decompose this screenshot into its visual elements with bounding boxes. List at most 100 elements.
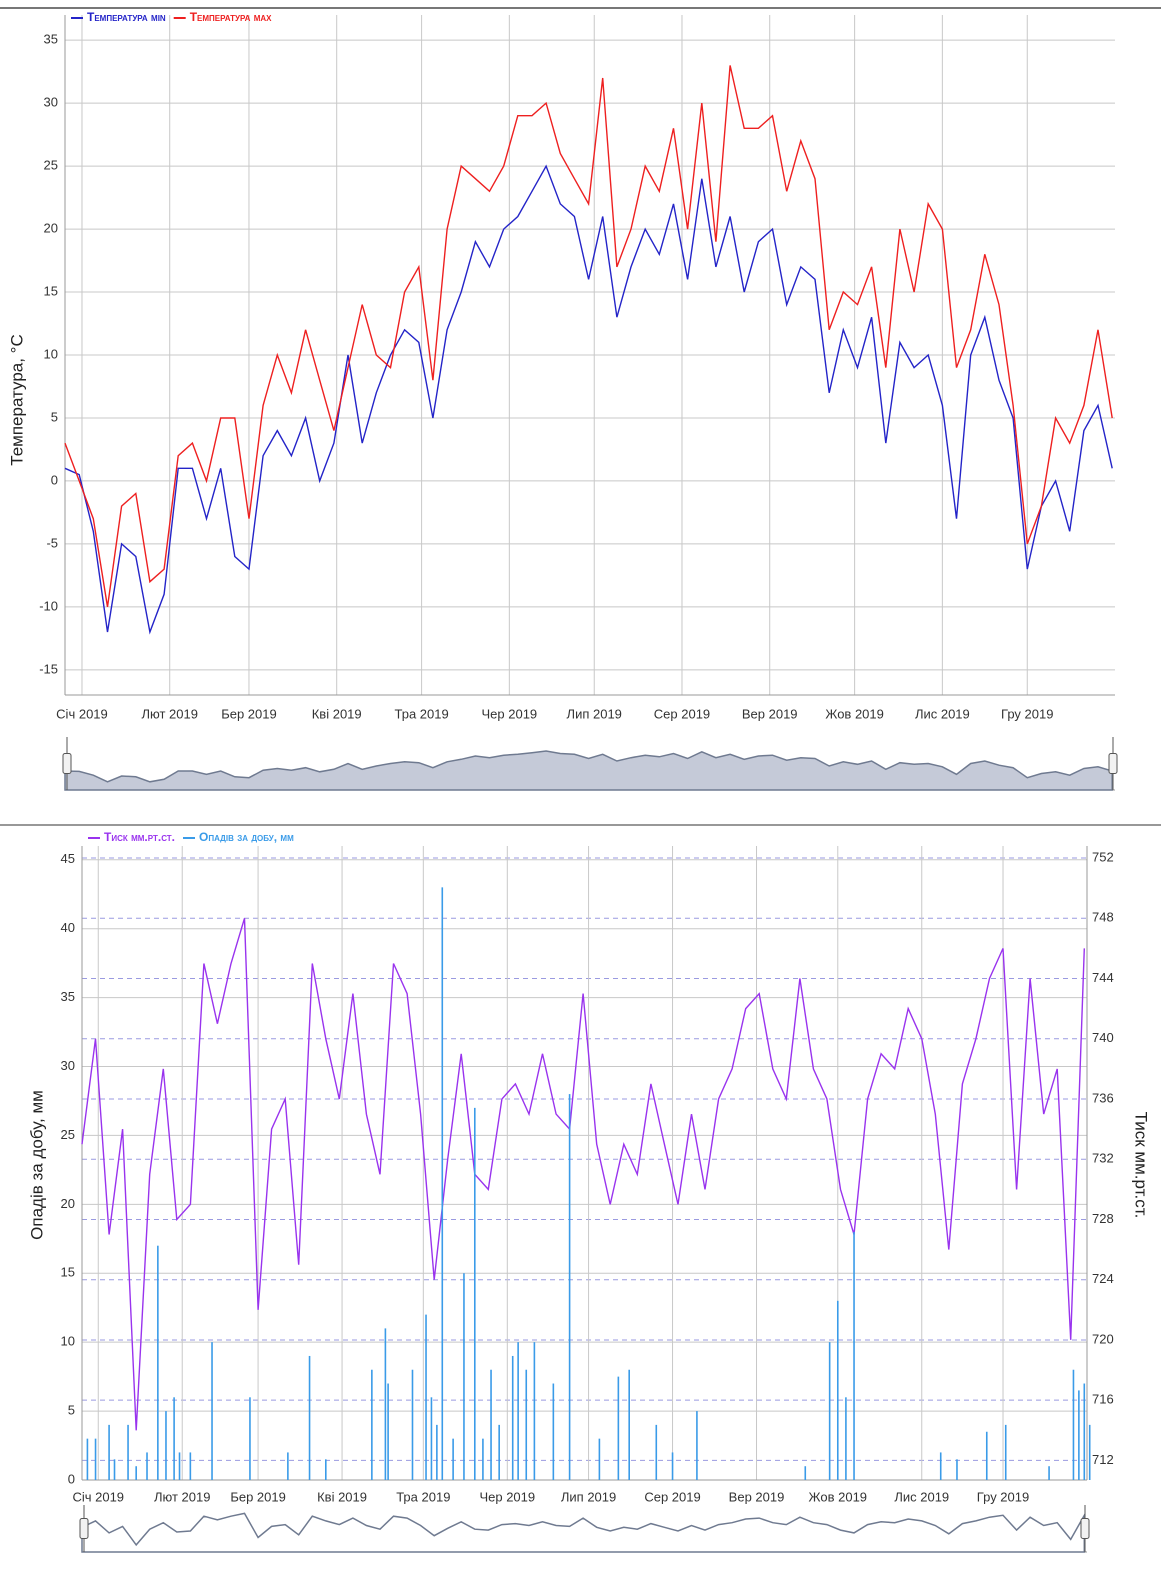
- bar: [517, 1342, 519, 1480]
- y2-tick-label: 712: [1092, 1452, 1114, 1467]
- navigator-handle[interactable]: [62, 753, 72, 774]
- x-tick-label: Лип 2019: [567, 706, 622, 721]
- x-tick-label: Січ 2019: [56, 706, 108, 721]
- y-tick-label: 5: [51, 409, 58, 424]
- navigator-handle[interactable]: [79, 1518, 89, 1539]
- bar: [655, 1424, 658, 1480]
- y2-tick-label: 744: [1092, 970, 1114, 985]
- x-tick-label: Сер 2019: [654, 706, 710, 721]
- y2-tick-label: 752: [1092, 849, 1114, 864]
- y2-tick-label: 724: [1092, 1271, 1114, 1286]
- x-tick-label: Жов 2019: [809, 1489, 868, 1504]
- x-tick-label: Сер 2019: [644, 1489, 700, 1504]
- y2-tick-label: 736: [1092, 1090, 1114, 1105]
- y2-tick-label: 748: [1092, 910, 1114, 925]
- y-tick-label: 10: [61, 1334, 75, 1349]
- bar: [436, 1424, 438, 1480]
- x-tick-label: Гру 2019: [977, 1489, 1029, 1504]
- y-tick-label: 20: [44, 221, 58, 236]
- x-tick-label: Чер 2019: [482, 706, 538, 721]
- bar: [853, 1231, 855, 1480]
- x-tick-label: Тра 2019: [395, 706, 449, 721]
- bar: [189, 1452, 192, 1480]
- y2-axis-label: Тиск мм.рт.ст.: [1132, 1112, 1151, 1219]
- bar: [108, 1424, 110, 1480]
- bar: [568, 1094, 571, 1480]
- y2-tick-label: 732: [1092, 1151, 1114, 1166]
- bar: [146, 1452, 148, 1480]
- y-axis-label: Температура, °C: [7, 334, 26, 465]
- bar: [308, 1355, 311, 1480]
- bar: [836, 1300, 839, 1480]
- bar: [696, 1411, 698, 1480]
- y2-tick-label: 740: [1092, 1030, 1114, 1045]
- bar: [452, 1438, 454, 1480]
- navigator-handle[interactable]: [1108, 753, 1118, 774]
- bar: [430, 1397, 433, 1480]
- y-tick-label: 0: [51, 472, 58, 487]
- bar: [387, 1383, 389, 1480]
- x-tick-label: Бер 2019: [221, 706, 277, 721]
- y-tick-label: 30: [61, 1058, 75, 1073]
- x-tick-label: Чер 2019: [479, 1489, 535, 1504]
- x-tick-label: Січ 2019: [72, 1489, 124, 1504]
- bar: [127, 1424, 129, 1480]
- bar: [94, 1438, 97, 1480]
- bar: [211, 1342, 213, 1480]
- bar: [384, 1328, 387, 1480]
- legend-label: Температура max: [190, 10, 272, 24]
- y-tick-label: 45: [61, 851, 75, 866]
- y-tick-label: 15: [44, 283, 58, 298]
- bar: [482, 1438, 484, 1480]
- bar: [371, 1369, 373, 1480]
- y-tick-label: 40: [61, 920, 75, 935]
- bar: [985, 1431, 988, 1480]
- y-tick-label: 10: [44, 346, 58, 361]
- y-tick-label: 30: [44, 95, 58, 110]
- bar: [525, 1369, 528, 1480]
- x-tick-label: Лют 2019: [154, 1489, 210, 1504]
- y2-tick-label: 728: [1092, 1211, 1114, 1226]
- bar: [165, 1411, 167, 1480]
- y-tick-label: -5: [46, 535, 58, 550]
- bar: [939, 1452, 942, 1480]
- bar: [552, 1383, 555, 1480]
- bar: [178, 1452, 181, 1480]
- bar: [411, 1369, 414, 1480]
- x-tick-label: Лют 2019: [141, 706, 197, 721]
- bar: [173, 1397, 175, 1480]
- bar: [287, 1452, 289, 1480]
- bar: [617, 1376, 620, 1480]
- x-tick-label: Кві 2019: [317, 1489, 367, 1504]
- x-tick-label: Лис 2019: [894, 1489, 949, 1504]
- bar: [473, 1107, 476, 1480]
- bar: [628, 1369, 630, 1480]
- y-tick-label: 25: [44, 158, 58, 173]
- y2-tick-label: 720: [1092, 1331, 1114, 1346]
- bar: [1004, 1424, 1007, 1480]
- y-tick-label: 25: [61, 1127, 75, 1142]
- x-tick-label: Гру 2019: [1001, 706, 1053, 721]
- bar: [113, 1459, 116, 1480]
- bar: [425, 1314, 427, 1480]
- bar: [956, 1459, 958, 1480]
- legend-label: Опадів за добу, мм: [199, 830, 294, 844]
- x-tick-label: Лип 2019: [561, 1489, 616, 1504]
- legend-label: Тиск мм.рт.ст.: [104, 830, 175, 844]
- y-tick-label: 15: [61, 1265, 75, 1280]
- x-tick-label: Лис 2019: [915, 706, 970, 721]
- bar: [828, 1342, 831, 1480]
- x-tick-label: Вер 2019: [729, 1489, 785, 1504]
- bar: [804, 1466, 807, 1480]
- y-tick-label: -10: [39, 598, 58, 613]
- y-tick-label: 0: [68, 1471, 75, 1486]
- bar: [845, 1397, 847, 1480]
- bar: [325, 1459, 327, 1480]
- y-tick-label: -15: [39, 661, 58, 676]
- bar: [533, 1342, 536, 1480]
- navigator-handle[interactable]: [1080, 1518, 1090, 1539]
- bar: [1078, 1390, 1080, 1480]
- y-tick-label: 35: [44, 32, 58, 47]
- bar: [1088, 1424, 1091, 1480]
